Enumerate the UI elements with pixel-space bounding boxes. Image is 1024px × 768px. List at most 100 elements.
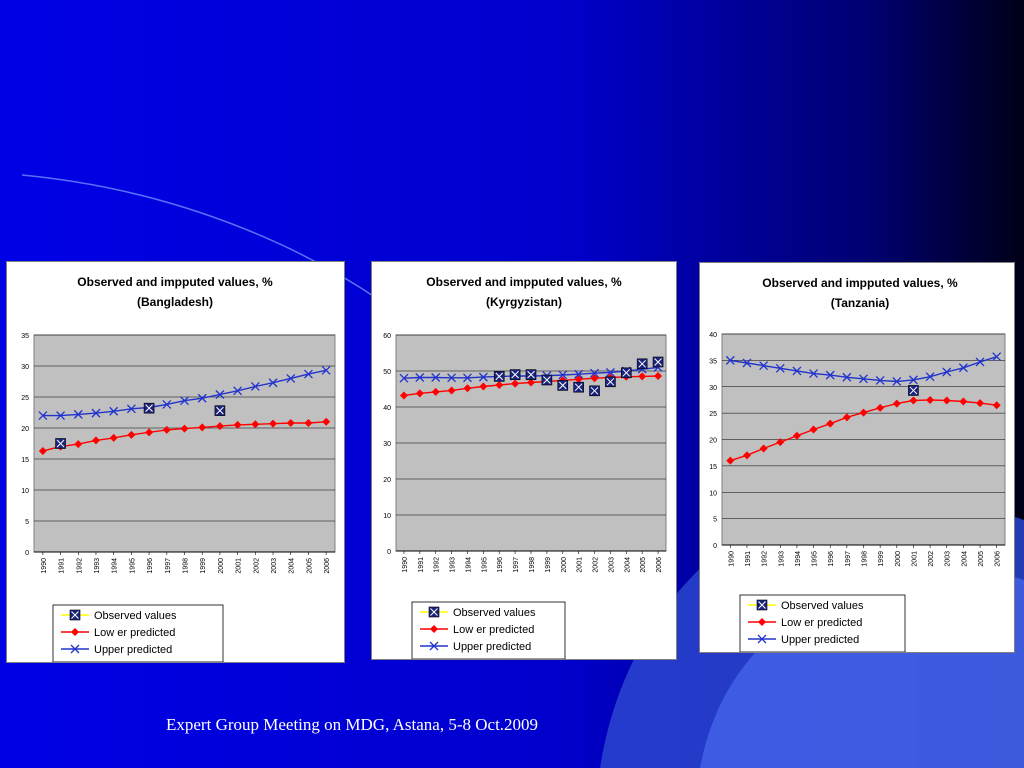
data-point-cross — [909, 386, 918, 395]
x-tick-label: 1992 — [434, 557, 441, 573]
data-point — [605, 367, 615, 377]
chart-panel-bangladesh: Observed and impputed values, % (Banglade… — [6, 261, 345, 663]
legend-marker — [758, 618, 766, 626]
series-0 — [908, 385, 919, 396]
data-point — [286, 373, 296, 383]
data-point — [590, 368, 599, 378]
legend-marker — [69, 609, 81, 621]
y-tick-label: 5 — [713, 517, 717, 524]
data-point — [942, 367, 952, 377]
x-tick-label: 2002 — [593, 557, 600, 573]
data-point — [574, 375, 583, 384]
y-tick-label: 30 — [383, 441, 391, 448]
data-point — [636, 358, 648, 370]
data-point-cross — [56, 439, 65, 448]
data-point — [557, 380, 569, 391]
legend: Observed values Low er predicted Upper pre… — [739, 594, 906, 652]
data-point — [525, 369, 537, 380]
data-point — [56, 411, 66, 421]
x-tick-label: 1996 — [497, 557, 504, 573]
data-point — [892, 399, 901, 408]
data-point — [859, 408, 868, 417]
legend: Observed values Low er predicted Upper pre… — [52, 604, 224, 662]
y-tick-label: 5 — [25, 519, 29, 526]
data-point — [463, 373, 472, 383]
legend-marker — [429, 641, 439, 651]
chart-subtitle: (Tanzania) — [831, 296, 889, 310]
data-point-cross — [216, 406, 224, 415]
y-tick-label: 30 — [709, 385, 717, 392]
x-tick-label: 1998 — [183, 558, 190, 574]
x-tick-label: 1995 — [129, 558, 136, 574]
slide-footer: Expert Group Meeting on MDG, Astana, 5-8… — [166, 715, 539, 734]
data-point — [303, 369, 313, 379]
x-tick-label: 1997 — [513, 557, 520, 573]
data-point — [652, 356, 664, 368]
data-point — [908, 385, 919, 396]
data-point — [180, 396, 189, 406]
data-point — [759, 361, 769, 371]
data-point — [197, 393, 207, 403]
data-point — [493, 371, 505, 382]
data-point — [725, 355, 735, 365]
data-point — [775, 363, 785, 373]
y-tick-label: 40 — [709, 332, 717, 339]
data-point — [38, 446, 47, 455]
data-point — [875, 375, 885, 385]
x-tick-label: 1995 — [481, 557, 488, 573]
legend-marker — [430, 625, 438, 633]
data-point — [214, 405, 226, 416]
data-point — [495, 381, 504, 390]
data-point — [809, 425, 818, 434]
data-point — [975, 357, 985, 367]
data-point — [654, 372, 663, 381]
data-point — [74, 440, 83, 449]
x-tick-label: 2005 — [306, 558, 313, 574]
data-point-cross — [590, 386, 599, 395]
data-point-cross — [145, 404, 153, 413]
x-tick-label: 2002 — [928, 551, 935, 567]
data-point — [322, 417, 331, 426]
data-point — [55, 438, 66, 449]
x-tick-label: 2004 — [961, 551, 968, 567]
legend-label: Low er predicted — [453, 624, 534, 636]
x-tick-label: 1991 — [745, 551, 752, 567]
x-tick-label: 1998 — [862, 551, 869, 567]
data-point — [826, 419, 835, 428]
data-point — [926, 395, 935, 404]
legend-marker — [71, 628, 79, 636]
legend-label: Low er predicted — [94, 627, 175, 639]
y-tick-label: 10 — [383, 513, 391, 520]
x-tick-label: 2003 — [945, 551, 952, 567]
legend-label: Observed values — [453, 607, 536, 619]
legend-marker — [756, 599, 768, 611]
x-tick-label: 2001 — [577, 557, 584, 573]
x-tick-label: 2004 — [624, 557, 631, 573]
data-point — [304, 419, 313, 428]
chart-title: Observed and impputed values, % — [762, 276, 958, 290]
data-point — [447, 386, 456, 395]
x-tick-label: 1999 — [878, 551, 885, 567]
y-tick-label: 10 — [21, 488, 29, 495]
x-tick-label: 1995 — [812, 551, 819, 567]
x-tick-label: 2000 — [218, 558, 225, 574]
chart-title: Observed and impputed values, % — [77, 275, 273, 289]
data-point — [527, 378, 535, 387]
y-tick-label: 35 — [709, 358, 717, 365]
data-point — [215, 422, 224, 431]
data-point — [198, 423, 207, 432]
y-tick-label: 20 — [21, 426, 29, 433]
data-point — [415, 389, 424, 398]
data-point — [809, 369, 819, 379]
data-point — [876, 403, 885, 412]
data-point — [233, 386, 243, 396]
y-tick-label: 40 — [383, 405, 391, 412]
data-point — [759, 444, 768, 453]
legend-label: Observed values — [781, 600, 864, 612]
x-tick-label: 1991 — [59, 558, 66, 574]
data-point-cross — [558, 381, 567, 390]
data-point — [842, 413, 851, 422]
chart-subtitle: (Bangladesh) — [137, 295, 213, 309]
data-point — [792, 431, 801, 440]
data-point — [726, 456, 735, 465]
